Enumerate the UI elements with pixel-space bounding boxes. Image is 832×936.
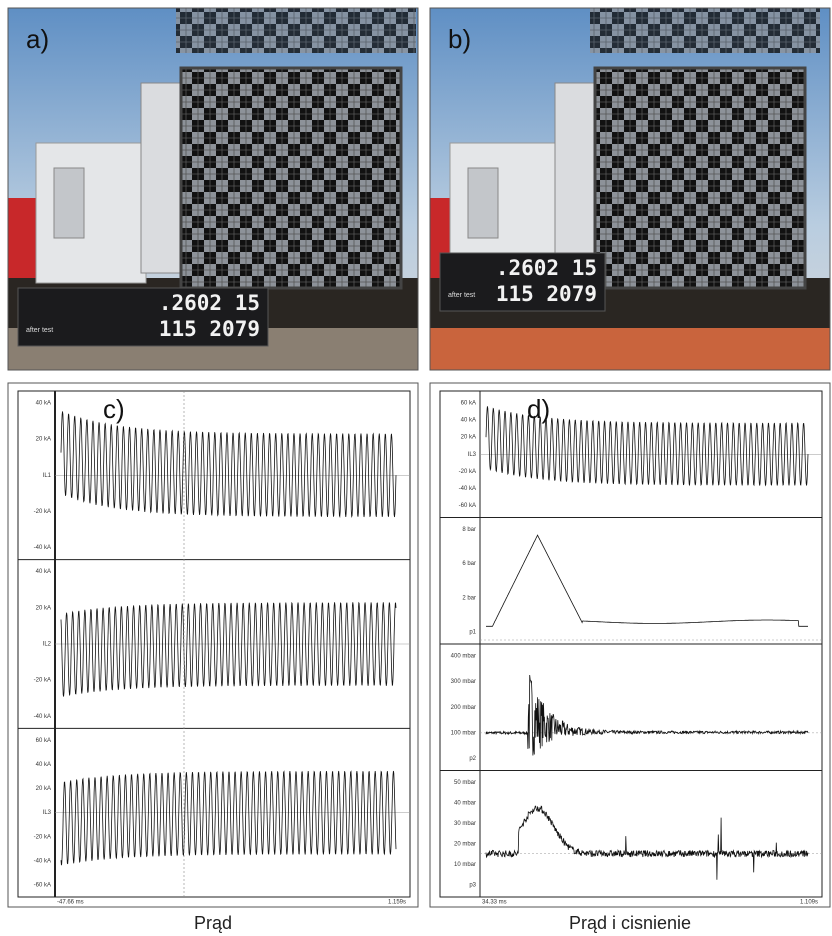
- trace-label: -20 kA: [34, 678, 51, 684]
- display-caption: after test: [26, 327, 53, 334]
- trace-label: -40 kA: [459, 486, 476, 492]
- display-line1: .2602 15: [159, 291, 260, 315]
- trace-label: 60 kA: [461, 401, 476, 407]
- panel-label: c): [103, 394, 125, 424]
- trace-label: 40 mbar: [454, 801, 476, 807]
- trace-label: 20 kA: [36, 605, 51, 611]
- time-label: 1.109s: [800, 900, 818, 906]
- waveform: [60, 770, 397, 866]
- display: [17, 287, 269, 347]
- trace-label: 100 mbar: [451, 730, 476, 736]
- panel-label: b): [448, 24, 471, 54]
- waveform: [60, 411, 397, 518]
- trace-label: -20 kA: [34, 834, 51, 840]
- trace-label: 300 mbar: [451, 679, 476, 685]
- trace-label: -60 kA: [34, 883, 51, 889]
- waveform: [485, 674, 809, 756]
- trace-label: 8 bar: [462, 527, 476, 533]
- trace-label: -40 kA: [34, 858, 51, 864]
- trace-label: 6 bar: [462, 561, 476, 567]
- deck: [430, 328, 830, 370]
- trace-label: 40 kA: [36, 762, 51, 768]
- trace-label: 40 kA: [36, 401, 51, 407]
- time-label: 34.33 ms: [482, 900, 507, 906]
- trace-label: 60 kA: [36, 738, 51, 744]
- trace-label: p3: [469, 883, 476, 889]
- trace-label: 30 mbar: [454, 821, 476, 827]
- trace-label: -40 kA: [34, 714, 51, 720]
- roof: [176, 8, 416, 53]
- trace-label: 10 mbar: [454, 862, 476, 868]
- caption: Prąd i cisnienie: [569, 913, 691, 933]
- trace-label: 40 kA: [461, 418, 476, 424]
- time-label: 1.159s: [388, 900, 406, 906]
- trace-label: p1: [469, 630, 476, 636]
- trace-label: 400 mbar: [451, 654, 476, 660]
- trace-label: 20 kA: [36, 786, 51, 792]
- display-line1: .2602 15: [496, 256, 597, 280]
- trace-label: 40 kA: [36, 569, 51, 575]
- waveform: [485, 406, 809, 487]
- cabinet: [35, 142, 147, 284]
- trace-label: IL3: [468, 452, 477, 458]
- trace-label: 20 kA: [461, 435, 476, 441]
- trace-label: -20 kA: [34, 509, 51, 515]
- time-label: -47.66 ms: [57, 900, 84, 906]
- panel-label: d): [527, 394, 550, 424]
- oscillogram: 40 kA 20 kA IL1 -20 kA -40 kA 40 kA 20 kA IL2 -2…: [7, 382, 419, 908]
- trace-label: -40 kA: [34, 545, 51, 551]
- grid-cage: [593, 66, 807, 290]
- display-line2: 115 2079: [159, 317, 260, 341]
- trace-label: 2 bar: [462, 595, 476, 601]
- trace-label: 20 mbar: [454, 842, 476, 848]
- vent: [53, 167, 85, 239]
- trace-label: IL2: [43, 642, 52, 648]
- oscillogram: 60 kA 40 kA 20 kA IL3 -20 kA -40 kA -60 kA 8 ba…: [429, 382, 831, 908]
- vent: [467, 167, 499, 239]
- trace-label: 50 mbar: [454, 780, 476, 786]
- display-line2: 115 2079: [496, 282, 597, 306]
- caption: Prąd: [194, 913, 232, 933]
- grid-cage: [179, 66, 403, 290]
- trace-label: p2: [469, 756, 476, 762]
- trace-label: 200 mbar: [451, 705, 476, 711]
- trace-label: -60 kA: [459, 503, 476, 509]
- trace-label: IL3: [43, 810, 52, 816]
- door: [554, 82, 596, 274]
- roof: [590, 8, 820, 53]
- trace-label: 20 kA: [36, 437, 51, 443]
- waveform: [60, 601, 397, 697]
- door: [140, 82, 182, 274]
- display: [439, 252, 606, 312]
- trace-label: -20 kA: [459, 469, 476, 475]
- waveform: [486, 534, 808, 627]
- panel-label: a): [26, 24, 49, 54]
- waveform: [485, 805, 809, 880]
- display-caption: after test: [448, 292, 475, 299]
- trace-label: IL1: [43, 473, 52, 479]
- photo-frame: [7, 7, 419, 371]
- photo-frame: [429, 7, 831, 371]
